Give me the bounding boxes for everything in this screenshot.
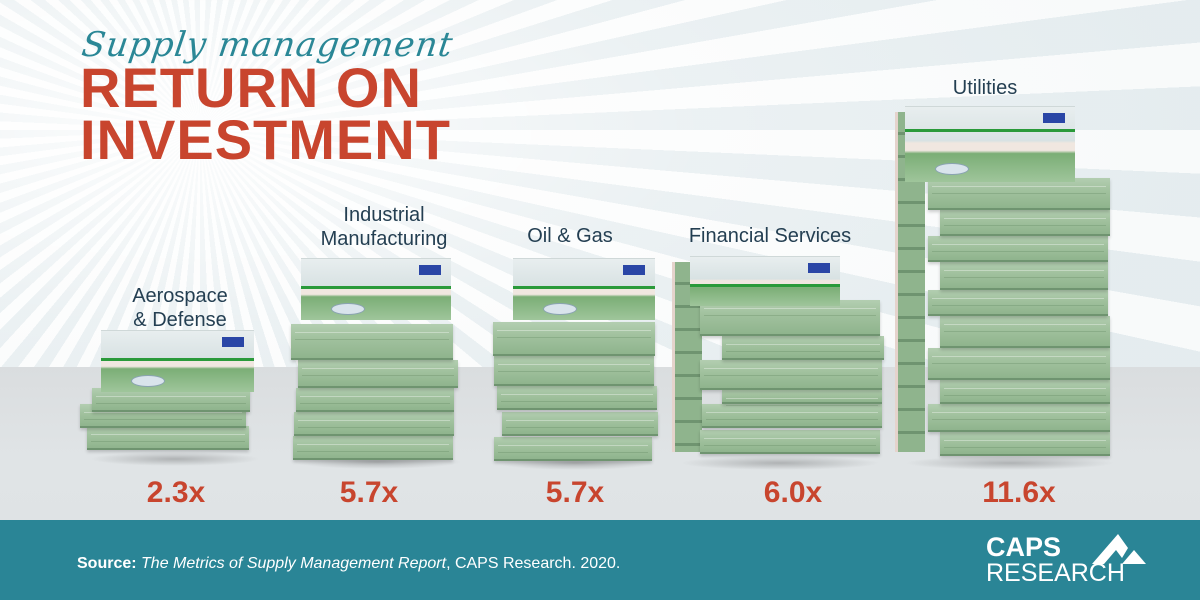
category-label: Utilities	[905, 76, 1065, 100]
category-label-line1: Financial Services	[688, 225, 852, 247]
category-label-line2: Manufacturing	[320, 228, 448, 250]
value-label: 11.6x	[982, 476, 1056, 509]
value-label: 6.0x	[763, 476, 823, 509]
logo-line1: CAPS	[986, 532, 1062, 562]
category-label-line2: & Defense	[133, 309, 227, 331]
caps-research-logo: CAPS RESEARCH	[986, 532, 1146, 590]
value-label: 2.3x	[146, 476, 206, 509]
category-label: Oil & Gas	[490, 224, 650, 248]
category-label: Industrial Manufacturing	[304, 203, 464, 251]
script-subtitle: Supply management	[79, 25, 456, 65]
footer-bar	[0, 520, 1200, 600]
logo-line2: RESEARCH	[986, 559, 1125, 587]
source-citation: Source: The Metrics of Supply Management…	[77, 555, 620, 573]
source-rest: , CAPS Research. 2020.	[446, 555, 621, 572]
category-label-line1: Aerospace	[132, 285, 228, 307]
headline-line1: RETURN ON	[80, 56, 422, 119]
category-label-line1: Oil & Gas	[527, 225, 613, 247]
source-label: Source:	[77, 555, 137, 572]
category-label-line1: Utilities	[952, 77, 1018, 99]
value-label: 5.7x	[545, 476, 605, 509]
headline-line2: INVESTMENT	[80, 108, 451, 171]
value-label: 5.7x	[339, 476, 399, 509]
category-label-line1: Industrial	[343, 204, 425, 226]
category-label: Financial Services	[660, 224, 880, 248]
source-title: The Metrics of Supply Management Report	[141, 555, 447, 572]
title-block: Supply management RETURN ON INVESTMENT	[79, 25, 456, 171]
category-label: Aerospace & Defense	[100, 284, 260, 332]
mountain-icon	[1092, 534, 1146, 564]
